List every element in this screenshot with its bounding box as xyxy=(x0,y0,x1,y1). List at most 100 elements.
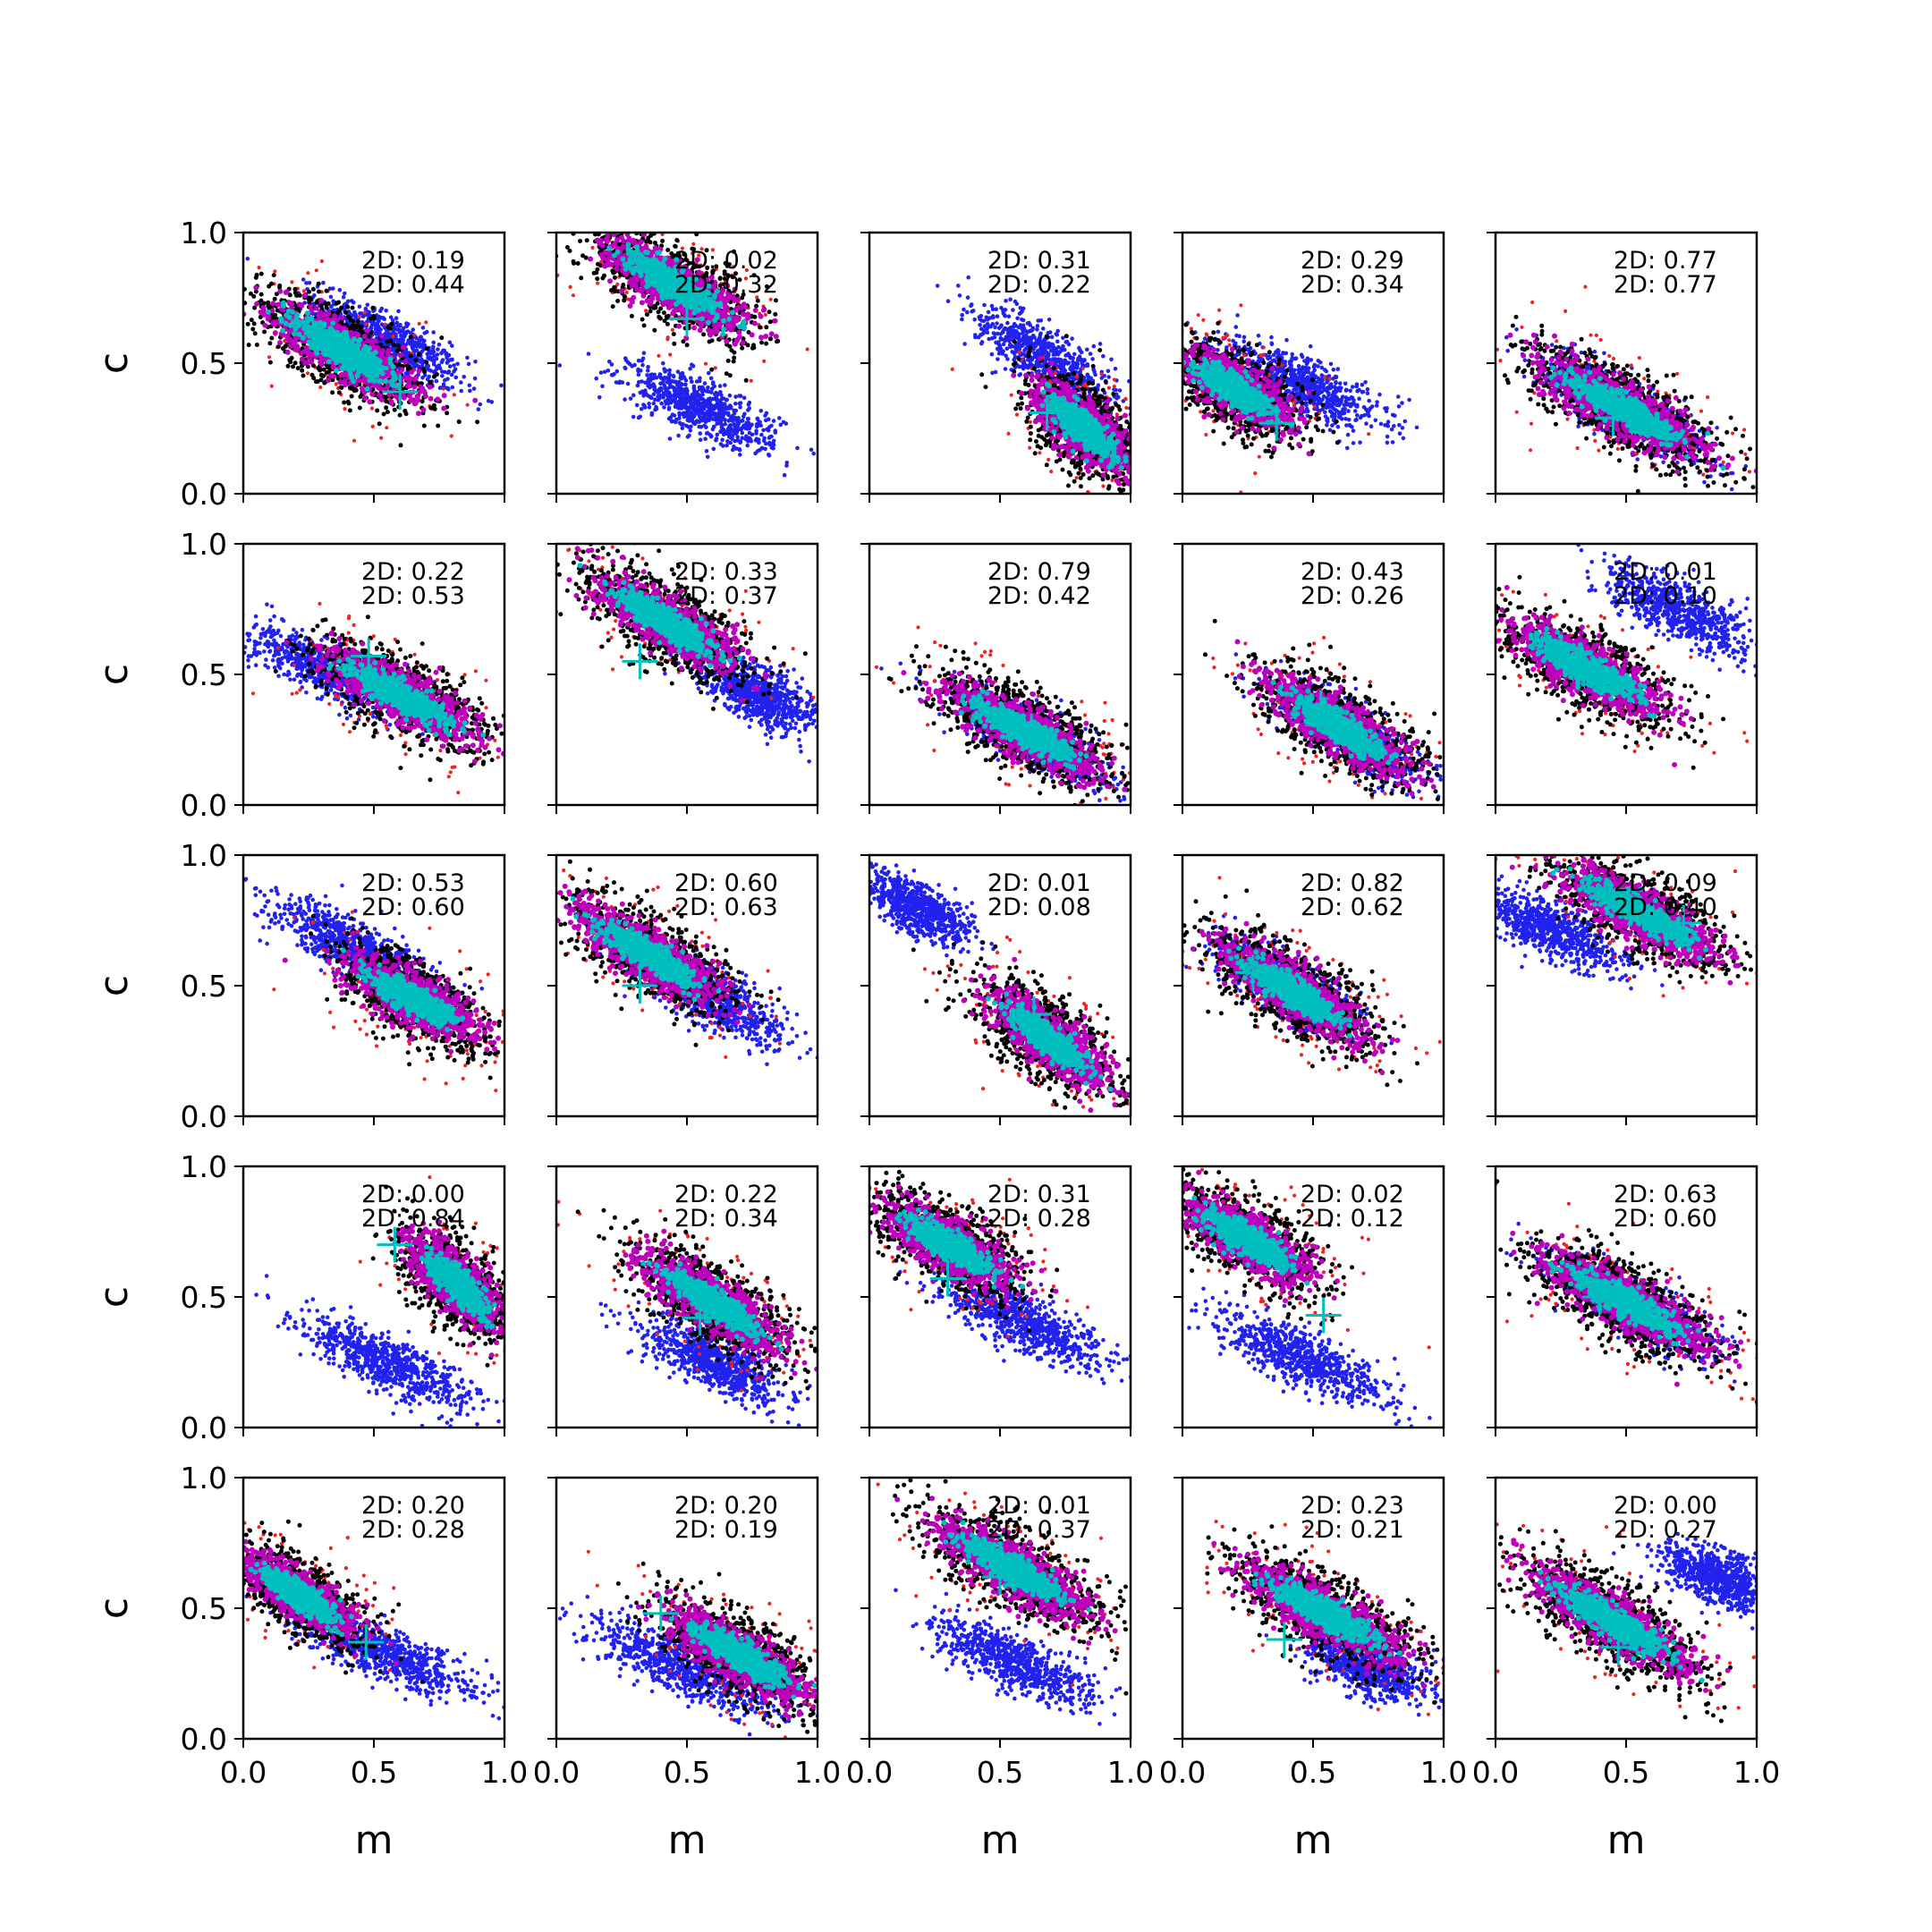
blue-point xyxy=(352,301,356,305)
blue-point xyxy=(702,424,707,428)
magenta-point xyxy=(435,396,440,402)
blue-point xyxy=(446,387,451,392)
blue-point xyxy=(425,330,429,335)
cyan-point xyxy=(296,323,301,328)
blue-point xyxy=(748,425,752,429)
black-point xyxy=(609,288,614,292)
blue-point xyxy=(623,356,628,360)
black-point xyxy=(550,215,555,219)
blue-point xyxy=(301,277,306,282)
blue-point xyxy=(779,423,784,428)
magenta-point xyxy=(270,301,275,306)
red-point xyxy=(363,310,367,314)
cyan-point xyxy=(351,378,356,384)
blue-point xyxy=(715,436,719,441)
black-point xyxy=(445,411,449,415)
red-point xyxy=(385,426,388,429)
cyan-point xyxy=(266,309,271,315)
blue-point xyxy=(710,386,715,391)
cyan-point xyxy=(394,384,399,389)
blue-point xyxy=(645,373,649,377)
black-point xyxy=(273,297,277,301)
black-point xyxy=(645,312,649,317)
blue-point xyxy=(425,352,429,357)
black-point xyxy=(298,293,302,298)
blue-point xyxy=(667,407,672,411)
blue-point xyxy=(404,330,409,335)
blue-point xyxy=(398,330,402,335)
blue-point xyxy=(754,438,758,443)
red-point xyxy=(267,355,271,359)
blue-point xyxy=(716,433,720,437)
magenta-point xyxy=(416,369,421,374)
black-point xyxy=(330,390,335,394)
cyan-point xyxy=(377,369,383,375)
blue-point xyxy=(667,391,672,395)
cyan-point xyxy=(336,341,342,346)
black-point xyxy=(336,301,341,305)
black-point xyxy=(267,284,271,289)
blue-point xyxy=(768,435,773,439)
blue-point xyxy=(646,369,650,373)
black-point xyxy=(665,248,670,252)
blue-point xyxy=(635,403,640,408)
black-point xyxy=(422,424,427,428)
black-point xyxy=(346,315,351,319)
black-point xyxy=(615,299,620,303)
blue-point xyxy=(669,385,674,389)
black-point xyxy=(311,376,316,380)
red-point xyxy=(806,347,809,351)
magenta-point xyxy=(428,385,433,390)
blue-point xyxy=(718,384,723,388)
blue-point xyxy=(676,434,681,438)
red-point xyxy=(643,225,647,228)
blue-point xyxy=(767,428,771,433)
blue-point xyxy=(420,376,425,380)
black-point xyxy=(319,304,324,309)
blue-point xyxy=(631,415,636,419)
blue-point xyxy=(473,377,478,381)
blue-point xyxy=(404,321,409,326)
red-point xyxy=(466,403,470,407)
blue-point xyxy=(435,379,439,384)
blue-point xyxy=(637,373,641,377)
cyan-point xyxy=(354,373,360,378)
black-point xyxy=(685,343,690,347)
black-point xyxy=(250,327,255,332)
magenta-point xyxy=(284,290,289,295)
magenta-point xyxy=(314,306,319,311)
red-point xyxy=(572,293,575,297)
magenta-point xyxy=(402,360,408,365)
black-point xyxy=(232,303,236,308)
blue-point xyxy=(659,402,664,406)
blue-point xyxy=(673,413,677,418)
black-point xyxy=(764,325,768,329)
black-point xyxy=(439,335,444,340)
red-point xyxy=(412,334,416,337)
magenta-point xyxy=(377,393,382,398)
blue-point xyxy=(435,357,439,361)
blue-point xyxy=(657,388,662,393)
blue-point xyxy=(402,326,406,331)
blue-point xyxy=(725,439,730,444)
magenta-point xyxy=(420,407,426,412)
blue-point xyxy=(730,429,734,434)
red-point xyxy=(590,246,594,250)
blue-point xyxy=(717,415,722,419)
blue-point xyxy=(652,387,657,392)
blue-point xyxy=(441,358,445,362)
red-point xyxy=(290,280,293,284)
magenta-point xyxy=(339,315,344,320)
blue-point xyxy=(597,395,602,400)
magenta-point xyxy=(415,394,420,399)
blue-point xyxy=(648,383,652,387)
black-point xyxy=(404,411,409,416)
blue-point xyxy=(699,437,703,442)
black-point xyxy=(620,220,624,225)
blue-point xyxy=(759,446,764,451)
black-point xyxy=(293,360,298,365)
blue-point xyxy=(726,411,731,416)
cyan-point xyxy=(388,379,394,385)
black-point xyxy=(392,343,396,347)
red-point xyxy=(424,320,428,324)
